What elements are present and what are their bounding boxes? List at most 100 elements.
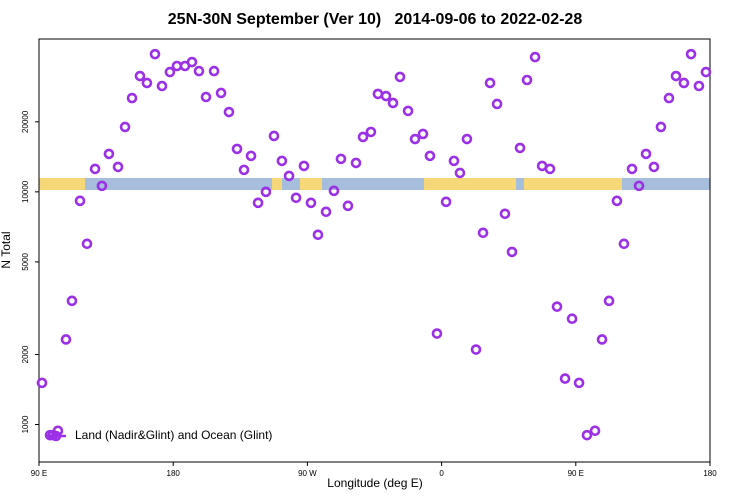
point [440, 196, 452, 208]
legend-label: Land (Nadir&Glint) and Ocean (Glint) [75, 428, 272, 442]
point [581, 429, 593, 441]
point [208, 65, 220, 77]
point [484, 77, 496, 89]
point [96, 180, 108, 192]
point [305, 197, 317, 209]
point [134, 70, 146, 82]
point [544, 163, 556, 175]
point [611, 195, 623, 207]
point [499, 208, 511, 220]
x-tick-label: 180 [703, 469, 717, 478]
point [559, 373, 571, 384]
point [477, 227, 489, 239]
point [448, 155, 460, 167]
point [66, 295, 78, 307]
point [215, 87, 227, 99]
y-tick-label: 2000 [21, 345, 30, 363]
point [223, 106, 235, 118]
point [283, 170, 295, 182]
land-band [272, 178, 282, 190]
point [320, 206, 332, 218]
point [693, 80, 705, 92]
point [357, 131, 369, 143]
point [663, 92, 675, 104]
x-tick-label: 90 E [31, 469, 47, 478]
land-band [39, 178, 85, 190]
point [231, 143, 243, 155]
point [335, 153, 347, 165]
point [112, 161, 124, 173]
x-tick-label: 90 E [568, 469, 584, 478]
map-strip [39, 178, 710, 190]
point [685, 48, 697, 60]
point [103, 148, 115, 160]
point [640, 148, 652, 160]
point [514, 142, 526, 154]
plot-frame [38, 38, 711, 463]
point [119, 121, 131, 133]
point [626, 163, 638, 175]
point [506, 246, 518, 258]
point [238, 164, 250, 176]
point [633, 180, 645, 192]
point [141, 77, 153, 89]
point [461, 133, 473, 145]
point [149, 48, 161, 60]
point [60, 334, 72, 345]
point [276, 155, 288, 167]
point [589, 425, 601, 437]
point [670, 70, 682, 82]
y-tick-label: 20000 [21, 110, 30, 133]
point [328, 185, 340, 197]
point [529, 51, 541, 63]
point [350, 157, 362, 169]
point [417, 128, 429, 140]
point [81, 238, 93, 250]
point [193, 65, 205, 77]
point [424, 150, 436, 162]
point [164, 66, 176, 78]
y-axis-label: N Total [0, 231, 13, 268]
point [566, 313, 578, 324]
point [252, 197, 264, 209]
point [618, 238, 630, 250]
point [312, 229, 324, 241]
point [126, 92, 138, 104]
point [470, 344, 482, 355]
point [431, 328, 443, 339]
point [298, 160, 310, 172]
point [402, 105, 414, 117]
point [290, 192, 302, 204]
point [409, 133, 421, 145]
x-tick-label: 90 W [298, 469, 317, 478]
land-band [424, 178, 516, 190]
x-tick-label: 180 [167, 469, 181, 478]
x-axis-label: Longitude (deg E) [327, 476, 422, 490]
point [655, 121, 667, 133]
point [454, 167, 466, 179]
point [268, 130, 280, 142]
point [36, 377, 48, 389]
point [89, 163, 101, 175]
point [365, 126, 377, 138]
point [648, 161, 660, 173]
land-band [524, 178, 622, 190]
point [200, 91, 212, 103]
point [74, 195, 86, 207]
x-tick-label: 0 [439, 469, 444, 478]
point [156, 80, 168, 92]
point [380, 90, 392, 102]
point [245, 150, 257, 162]
y-tick-label: 10000 [21, 180, 30, 203]
point [596, 334, 608, 345]
point [260, 186, 272, 198]
y-tick-label: 5000 [21, 252, 30, 270]
point [186, 56, 198, 68]
point [394, 71, 406, 83]
point [700, 66, 712, 78]
point [573, 377, 585, 389]
point [521, 74, 533, 86]
point [551, 301, 563, 312]
legend-marker [50, 430, 62, 442]
